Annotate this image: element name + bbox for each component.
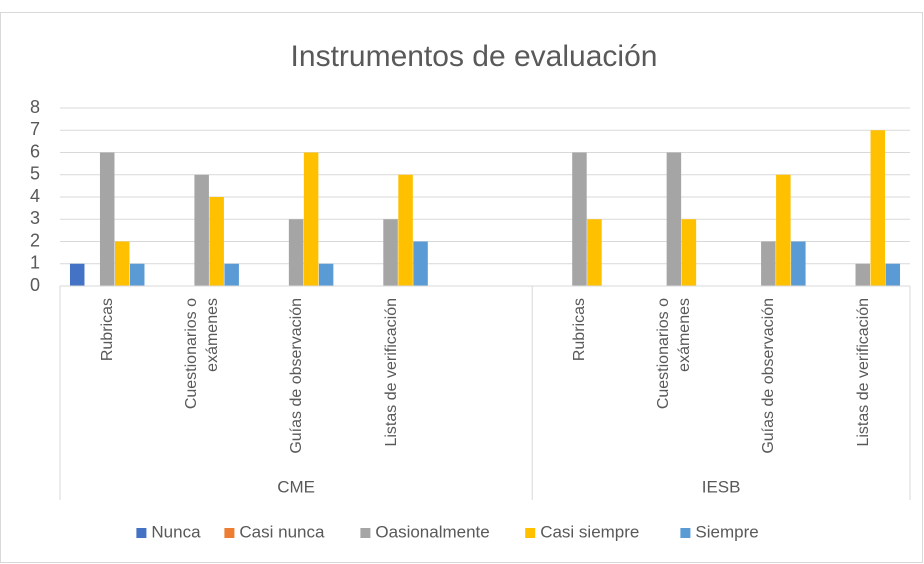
y-tick-label: 6 (30, 141, 40, 161)
x-tick-label: Rubricas (570, 298, 588, 362)
bar (870, 130, 886, 286)
x-tick-label: Guías de observación (759, 298, 777, 454)
bar (318, 263, 334, 286)
chart-border (0, 12, 923, 563)
x-tick-label: Listas de verificación (854, 298, 872, 447)
bar (572, 152, 587, 286)
bar (791, 241, 806, 286)
chart-title: Instrumentos de evaluación (291, 40, 658, 73)
legend-swatch (360, 528, 371, 538)
bar (666, 152, 682, 286)
bar (288, 219, 304, 286)
legend-label: Siempre (695, 522, 758, 541)
bar (885, 263, 901, 286)
x-tick-label: Guías de observación (287, 298, 305, 454)
bar (129, 263, 145, 286)
bar (776, 174, 791, 286)
bar (69, 263, 85, 286)
y-tick-label: 7 (30, 119, 40, 139)
x-tick-label: Listas de verificación (382, 298, 400, 447)
legend-swatch (224, 528, 235, 538)
y-tick-label: 8 (30, 97, 40, 117)
bar (587, 219, 602, 286)
legend-label: Nunca (151, 522, 201, 541)
bar (194, 174, 209, 286)
legend-swatch (136, 528, 147, 538)
x-tick-label: Cuestionarios o exámenes (654, 298, 693, 410)
bar (303, 152, 319, 286)
bar (114, 241, 130, 286)
legend-label: Casi nunca (239, 522, 325, 541)
bar (224, 263, 239, 286)
y-tick-label: 0 (30, 275, 40, 295)
bar (383, 219, 398, 286)
legend-label: Oasionalmente (375, 522, 489, 541)
y-tick-label: 4 (30, 186, 40, 206)
y-tick-label: 2 (30, 230, 40, 250)
x-tick-label: Rubricas (98, 298, 116, 362)
bar (99, 152, 115, 286)
y-tick-label: 1 (30, 253, 40, 273)
x-tick-label: Cuestionarios o exámenes (182, 298, 221, 410)
bar (413, 241, 428, 286)
bar (398, 174, 413, 286)
legend-label: Casi siempre (540, 522, 639, 541)
bar (681, 219, 697, 286)
bar (855, 263, 871, 286)
legend-swatch (525, 528, 536, 538)
group-label: IESB (702, 477, 741, 496)
group-label: CME (277, 477, 315, 496)
y-tick-label: 5 (30, 164, 40, 184)
y-tick-label: 3 (30, 208, 40, 228)
bar (761, 241, 776, 286)
legend-swatch (680, 528, 691, 538)
bar (209, 197, 224, 286)
